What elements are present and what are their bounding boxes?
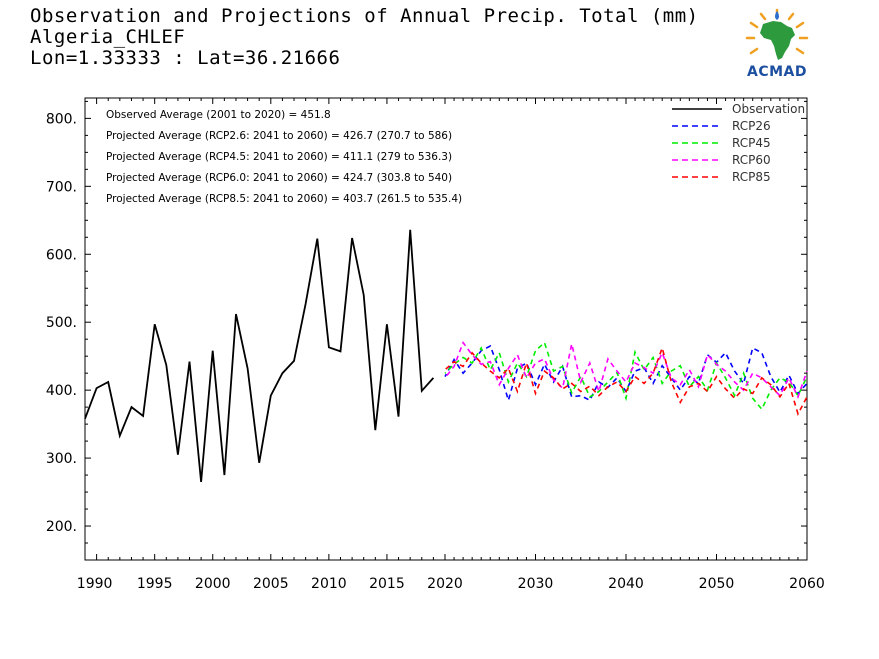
x-tick-label: 2050 bbox=[699, 576, 735, 592]
legend-label-rcp45: RCP45 bbox=[732, 136, 771, 150]
y-tick-label: 200. bbox=[46, 519, 77, 535]
africa-map-icon bbox=[745, 8, 809, 60]
legend-label-rcp60: RCP60 bbox=[732, 153, 771, 167]
chart-legend: Observation RCP26 RCP45 RCP60 RCP85 bbox=[672, 102, 805, 184]
series-line-observation bbox=[84, 229, 435, 482]
y-tick-label: 400. bbox=[46, 383, 77, 399]
x-tick-label: 2000 bbox=[195, 576, 231, 592]
x-tick-label: 2015 bbox=[369, 576, 405, 592]
chart-title: Observation and Projections of Annual Pr… bbox=[30, 5, 699, 27]
station-name: Algeria_CHLEF bbox=[30, 26, 186, 48]
annotation-rcp85-average: Projected Average (RCP8.5: 2041 to 2060)… bbox=[106, 193, 462, 205]
y-tick-label: 800. bbox=[46, 111, 77, 127]
legend-label-rcp85: RCP85 bbox=[732, 170, 771, 184]
axis-tick-labels: 200. 300. 400. 500. 600. 700. 800. 1990 1995 2000… bbox=[46, 111, 825, 592]
acmad-logo: ACMAD bbox=[737, 8, 817, 86]
annotation-rcp60-average: Projected Average (RCP6.0: 2041 to 2060)… bbox=[106, 172, 452, 184]
y-tick-label: 700. bbox=[46, 179, 77, 195]
series-layer bbox=[84, 229, 808, 482]
annotation-box: Observed Average (2001 to 2020) = 451.8 … bbox=[106, 109, 462, 205]
series-line-rcp60 bbox=[444, 340, 808, 399]
series-line-rcp85 bbox=[444, 345, 808, 417]
x-tick-label: 2040 bbox=[608, 576, 644, 592]
chart-title-block: Observation and Projections of Annual Pr… bbox=[30, 6, 699, 69]
axis-ticks bbox=[84, 98, 808, 561]
station-coordinates: Lon=1.33333 : Lat=36.21666 bbox=[30, 47, 341, 69]
series-line-rcp45 bbox=[444, 341, 808, 411]
legend-label-observation: Observation bbox=[732, 102, 805, 116]
annotation-rcp45-average: Projected Average (RCP4.5: 2041 to 2060)… bbox=[106, 151, 452, 163]
annotation-observed-average: Observed Average (2001 to 2020) = 451.8 bbox=[106, 109, 331, 121]
x-tick-label: 2020 bbox=[427, 576, 463, 592]
annotation-rcp26-average: Projected Average (RCP2.6: 2041 to 2060)… bbox=[106, 130, 452, 142]
x-tick-label: 1990 bbox=[77, 576, 113, 592]
acmad-logo-text: ACMAD bbox=[747, 64, 807, 80]
x-tick-label: 2005 bbox=[253, 576, 289, 592]
legend-label-rcp26: RCP26 bbox=[732, 119, 771, 133]
y-tick-label: 300. bbox=[46, 451, 77, 467]
y-tick-label: 500. bbox=[46, 315, 77, 331]
x-tick-label: 2060 bbox=[789, 576, 825, 592]
x-tick-label: 1995 bbox=[137, 576, 173, 592]
x-tick-label: 2010 bbox=[311, 576, 347, 592]
plot-frame bbox=[84, 97, 808, 561]
x-tick-label: 2030 bbox=[518, 576, 554, 592]
y-tick-label: 600. bbox=[46, 247, 77, 263]
